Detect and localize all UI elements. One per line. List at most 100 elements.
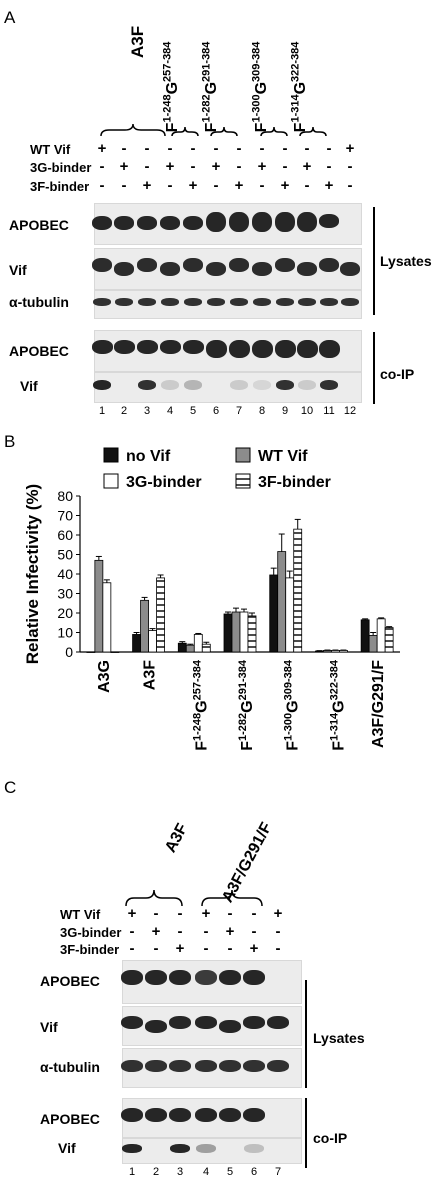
blot-label-coip-vif: Vif — [20, 378, 38, 394]
bar — [148, 630, 157, 653]
c-lane-number: 5 — [226, 1166, 234, 1178]
a-sign: + — [324, 177, 334, 194]
construct-label-c-a3f: A3F — [162, 820, 192, 856]
band-coip-apobec — [274, 340, 296, 359]
c-sign: - — [275, 923, 281, 940]
band-vif — [340, 262, 360, 276]
a-sign: - — [190, 140, 196, 157]
band-coip-apobec — [296, 340, 318, 359]
band-vif — [92, 258, 112, 272]
y-tick-label: 20 — [57, 605, 73, 621]
band-tubulin — [115, 298, 133, 306]
band-coip-apobec — [251, 340, 273, 359]
a-lane-number: 1 — [98, 405, 106, 417]
c-blot-label-coip-vif: Vif — [58, 1140, 76, 1156]
y-tick-label: 40 — [57, 566, 73, 582]
bar — [376, 618, 386, 653]
label-part: 1-248 — [191, 713, 203, 741]
a-sign: - — [304, 140, 310, 157]
band-coip-vif — [93, 380, 111, 390]
c-lane-number: 3 — [176, 1166, 184, 1178]
c-sign: + — [273, 905, 283, 922]
x-category-label: F1-300G309-384 — [283, 659, 302, 751]
c-sign: - — [275, 940, 281, 957]
band-coip-apobec — [159, 340, 181, 354]
a-sign: + — [211, 158, 221, 175]
band-tubulin — [161, 298, 179, 306]
c-lane-number: 4 — [202, 1166, 210, 1178]
bar — [269, 574, 279, 653]
c-band-vif — [121, 1016, 143, 1029]
a-sign: - — [144, 140, 150, 157]
condition-label-3g-binder: 3G-binder — [30, 160, 92, 175]
legend-swatch — [235, 447, 251, 463]
c-band-coip-apobec — [121, 1108, 143, 1122]
c-sign: - — [153, 905, 159, 922]
a-lane-number: 3 — [143, 405, 151, 417]
c-sign: - — [129, 940, 135, 957]
y-tick-label: 50 — [57, 547, 73, 563]
c-blot-label-apobec: APOBEC — [40, 973, 100, 989]
band-coip-vif — [138, 380, 156, 390]
bar — [86, 651, 96, 653]
a-sign: + — [142, 177, 152, 194]
c-lysates-label: Lysates — [313, 1030, 365, 1046]
lysates-label: Lysates — [380, 253, 432, 269]
a-sign: - — [213, 177, 219, 194]
y-tick-label: 80 — [57, 488, 73, 504]
c-sign: - — [203, 923, 209, 940]
c-coip-bracket — [305, 1098, 307, 1168]
c-sign: + — [249, 940, 259, 957]
band-tubulin — [320, 298, 338, 306]
band-apobec — [160, 216, 180, 230]
blot-label-tubulin: α-tubulin — [9, 294, 69, 310]
panel-c-letter: C — [4, 778, 17, 797]
band-vif — [114, 262, 134, 276]
a-sign: + — [257, 158, 267, 175]
legend-label: no Vif — [126, 448, 171, 465]
bar — [102, 582, 112, 653]
x-category-label: A3F/G291/F — [370, 660, 387, 748]
label-part: G — [330, 700, 347, 712]
a-sign: - — [167, 177, 173, 194]
label-part: 309-384 — [283, 659, 295, 700]
a-sign: - — [167, 140, 173, 157]
c-band-vif — [219, 1020, 241, 1033]
label-part: G — [193, 700, 210, 712]
a-sign: - — [259, 140, 265, 157]
c-band-coip-apobec — [169, 1108, 191, 1122]
x-category-label: A3F — [142, 660, 159, 690]
c-coip-label: co-IP — [313, 1130, 348, 1146]
band-tubulin — [298, 298, 316, 306]
c-band-coip-vif — [196, 1144, 216, 1153]
band-vif — [319, 258, 339, 272]
bar — [315, 650, 324, 653]
panel-a-letter: A — [4, 8, 16, 27]
a-sign: - — [99, 177, 105, 194]
y-tick-label: 0 — [65, 644, 73, 660]
c-lysates-bracket — [305, 980, 307, 1088]
bar — [331, 650, 340, 653]
a-sign: - — [99, 158, 105, 175]
c-band-apobec — [169, 970, 191, 985]
a-sign: - — [259, 177, 265, 194]
bar — [323, 650, 332, 653]
a-lane-number: 2 — [120, 405, 128, 417]
bar — [185, 644, 195, 653]
c-sign: - — [251, 905, 257, 922]
label-part: 1-282 — [237, 713, 249, 741]
construct-braces-c — [125, 889, 263, 907]
band-coip-vif — [230, 380, 248, 390]
band-coip-apobec — [182, 340, 204, 354]
label-part: G — [285, 700, 302, 712]
bar — [285, 577, 295, 653]
bar — [201, 643, 211, 653]
label-part: F — [330, 741, 347, 751]
c-band-coip-vif — [122, 1144, 142, 1153]
c-band-tubulin — [219, 1060, 241, 1072]
legend-swatch — [235, 473, 251, 489]
blot-label-apobec: APOBEC — [9, 217, 69, 233]
bar — [368, 635, 378, 653]
a-sign: - — [236, 140, 242, 157]
c-band-vif — [243, 1016, 265, 1029]
